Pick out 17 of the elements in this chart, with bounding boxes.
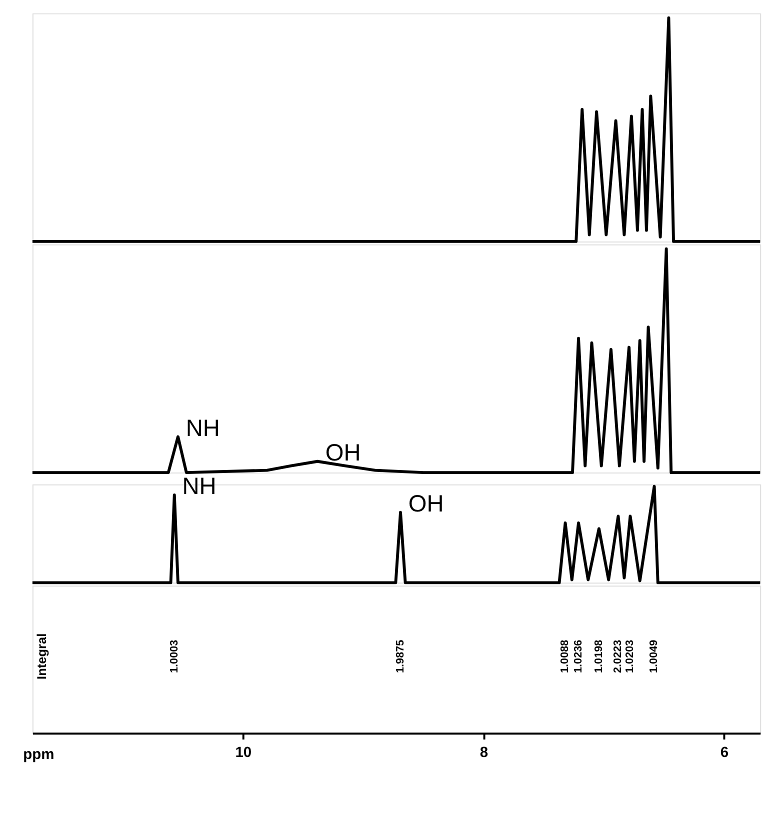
text: 2.0223 [612,640,624,673]
text: 1.9875 [394,640,406,673]
text: 1.0198 [592,640,605,673]
text: 1.0049 [648,640,660,673]
x-tick-label: 6 [720,745,729,762]
text: 1.0003 [168,640,180,673]
text: 1.0088 [559,640,572,673]
annotation: OH [325,440,361,466]
text: 1.0203 [624,640,636,673]
text: Integral [34,633,50,680]
annotation: NH [186,416,220,442]
x-tick-label: 8 [480,745,488,762]
annotation: OH [408,491,444,518]
annotation: NH [182,474,216,500]
x-axis-title: ppm [23,747,54,764]
text: 1.0236 [572,640,584,673]
x-tick-label: 10 [235,745,252,762]
